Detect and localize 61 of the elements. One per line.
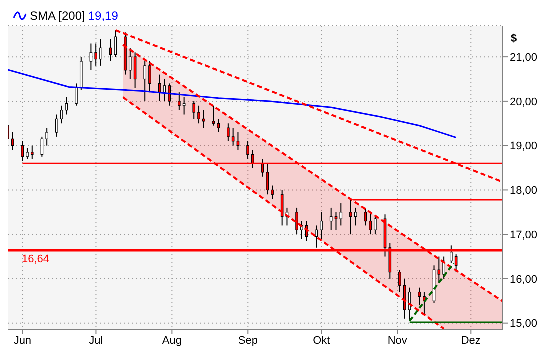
x-tick-label: Dez: [461, 334, 481, 347]
candlestick: [246, 140, 250, 160]
text: 19,19: [88, 8, 118, 24]
x-tick-label: Nov: [388, 334, 408, 347]
candlestick: [315, 225, 318, 248]
y-tick-label: 17,00: [510, 229, 538, 242]
candlestick: [192, 100, 196, 120]
candlestick: [129, 48, 132, 80]
candlestick: [212, 105, 216, 126]
candlestick: [330, 207, 333, 231]
candlestick: [75, 83, 78, 106]
candlestick: [364, 207, 368, 226]
candlestick: [450, 245, 453, 264]
x-tick-label: Sep: [238, 334, 258, 347]
y-tick-label: 21,00: [510, 52, 538, 64]
candlestick: [398, 270, 402, 293]
candlestick: [198, 105, 200, 124]
candlestick: [90, 43, 93, 71]
candlestick: [148, 61, 152, 94]
y-tick-label: 15,00: [510, 318, 538, 330]
candlestick: [60, 105, 64, 124]
x-tick-label: Aug: [162, 334, 182, 347]
candlestick: [374, 216, 377, 236]
candlestick: [438, 256, 441, 284]
candlestick: [454, 254, 458, 273]
ref-line-label: 16,64: [22, 253, 50, 266]
x-tick-label: Jun: [14, 334, 32, 347]
candlestick: [55, 114, 58, 138]
candlestick: [418, 287, 421, 306]
candlestick: [227, 123, 230, 142]
line-series: [8, 69, 458, 139]
legend-label: SMA [200]: [30, 8, 86, 24]
candlestick: [296, 207, 298, 236]
candlestick: [144, 61, 147, 102]
y-tick-label: 19,00: [510, 140, 538, 153]
x-tick-label: Jul: [89, 334, 104, 347]
candlestick: [232, 128, 235, 146]
x-tick-label: Okt: [313, 334, 330, 347]
y-axis-title: $: [511, 32, 518, 45]
candlestick: [354, 207, 358, 226]
candlestick: [202, 110, 206, 129]
candlestick: [26, 148, 29, 160]
candlestick: [178, 92, 181, 111]
y-tick-label: 18,00: [510, 185, 538, 198]
candlestick: [217, 118, 220, 134]
candlestick: [280, 190, 284, 226]
candlestick: [30, 145, 34, 160]
y-tick-label: 20,00: [510, 96, 538, 108]
candlestick: [94, 43, 98, 66]
candlestick: [369, 212, 372, 236]
candlestick: [271, 185, 274, 200]
y-tick-label: 16,00: [510, 274, 538, 286]
candlestick: [320, 212, 323, 240]
candlestick: [340, 203, 343, 226]
candlestick: [134, 52, 137, 89]
candlestick: [168, 83, 172, 106]
candlestick: [350, 198, 352, 236]
candlestick: [236, 132, 240, 151]
candlestick: [100, 38, 102, 66]
candlestick: [334, 212, 338, 231]
candlestick: [46, 128, 48, 146]
